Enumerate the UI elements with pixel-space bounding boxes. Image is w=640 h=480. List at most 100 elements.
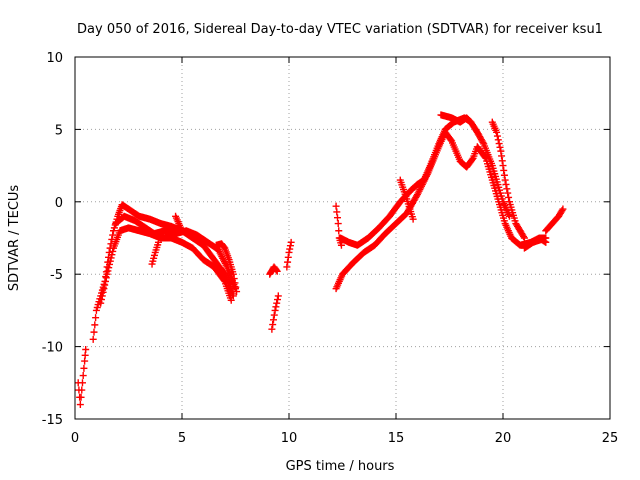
- axis-ticks: 0 5 10 15 20 25 -15 -10 -5 0 5 10: [42, 51, 619, 446]
- y-tick-label: 5: [55, 123, 63, 138]
- data-point: [232, 283, 240, 291]
- data-point: [337, 241, 345, 249]
- data-point: [103, 270, 111, 278]
- data-point: [501, 176, 509, 184]
- data-point: [273, 299, 281, 307]
- data-point: [101, 281, 109, 289]
- data-point: [479, 138, 487, 146]
- data-point: [97, 299, 105, 307]
- data-point: [273, 296, 281, 304]
- chart-title: Day 050 of 2016, Sidereal Day-to-day VTE…: [77, 22, 603, 37]
- data-point: [273, 267, 281, 275]
- data-point: [283, 263, 291, 271]
- data-point: [503, 185, 511, 193]
- data-point: [82, 345, 90, 353]
- data-point: [505, 193, 513, 201]
- data-point: [559, 205, 567, 213]
- data-point: [271, 306, 279, 314]
- data-point: [520, 233, 528, 241]
- data-point: [98, 292, 106, 300]
- data-point: [497, 147, 505, 155]
- data-point: [504, 189, 512, 197]
- y-axis-label: SDTVAR / TECUs: [7, 185, 22, 292]
- data-point: [272, 303, 280, 311]
- data-point: [107, 254, 115, 262]
- data-point: [335, 227, 343, 235]
- data-point: [154, 238, 162, 246]
- data-point: [284, 253, 292, 261]
- data-point: [269, 321, 277, 329]
- data-point: [499, 162, 507, 170]
- data-point: [498, 157, 506, 165]
- data-point: [92, 314, 100, 322]
- data-point: [109, 247, 117, 255]
- data-point: [220, 276, 228, 284]
- y-tick-label: -15: [42, 413, 63, 428]
- x-axis-label: GPS time / hours: [286, 459, 395, 474]
- data-point: [467, 118, 475, 126]
- data-point: [100, 285, 108, 293]
- data-point: [334, 214, 342, 222]
- data-point: [495, 140, 503, 148]
- data-point: [466, 117, 474, 125]
- grid: [75, 57, 610, 419]
- data-point: [272, 266, 280, 274]
- data-point: [542, 238, 550, 246]
- data-point: [268, 325, 276, 333]
- x-tick-label: 0: [71, 431, 79, 446]
- data-point: [77, 393, 85, 401]
- data-point: [500, 171, 508, 179]
- data-point: [558, 206, 566, 214]
- data-point: [286, 242, 294, 250]
- data-point: [108, 251, 116, 259]
- data-point: [105, 264, 113, 272]
- x-tick-label: 5: [178, 431, 186, 446]
- data-point: [274, 292, 282, 300]
- data-point: [78, 386, 86, 394]
- y-tick-label: -5: [50, 268, 63, 283]
- data-point: [178, 227, 186, 235]
- data-points: [74, 111, 567, 409]
- y-tick-label: 0: [55, 196, 63, 211]
- data-point: [76, 401, 84, 409]
- y-tick-label: -10: [42, 341, 63, 356]
- data-point: [498, 152, 506, 160]
- data-point: [505, 212, 513, 220]
- plot-frame: [74, 56, 611, 420]
- data-point: [409, 215, 417, 223]
- data-point: [233, 288, 241, 296]
- data-point: [494, 136, 502, 144]
- x-tick-label: 20: [495, 431, 512, 446]
- data-point: [520, 234, 528, 242]
- data-point: [97, 296, 105, 304]
- data-point: [500, 166, 508, 174]
- y-tick-label: 10: [46, 51, 63, 66]
- data-point: [286, 245, 294, 253]
- data-point: [230, 275, 238, 283]
- data-point: [269, 316, 277, 324]
- data-point: [90, 328, 98, 336]
- data-point: [229, 270, 237, 278]
- data-point: [493, 132, 501, 140]
- x-tick-label: 15: [388, 431, 405, 446]
- data-point: [287, 238, 295, 246]
- data-point: [106, 260, 114, 268]
- data-point: [227, 296, 235, 304]
- data-point: [91, 321, 99, 329]
- data-point: [231, 279, 239, 287]
- data-point: [332, 202, 340, 210]
- data-point: [104, 267, 112, 275]
- data-point: [333, 208, 341, 216]
- data-point: [80, 364, 88, 372]
- data-point: [285, 248, 293, 256]
- data-point: [502, 180, 510, 188]
- data-point: [99, 288, 107, 296]
- data-point: [79, 372, 87, 380]
- data-point: [102, 274, 110, 282]
- data-point: [106, 257, 114, 265]
- x-tick-label: 10: [281, 431, 298, 446]
- data-point: [101, 277, 109, 285]
- data-point: [270, 311, 278, 319]
- data-point: [334, 220, 342, 228]
